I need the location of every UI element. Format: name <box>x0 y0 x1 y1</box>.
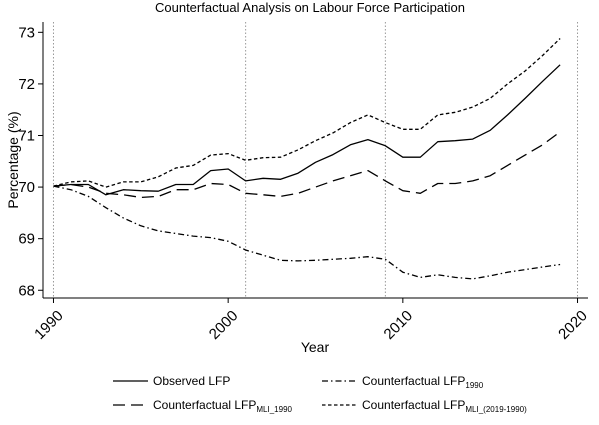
x-tick-label: 2000 <box>206 307 242 343</box>
legend-label-cf1990: Counterfactual LFP1990 <box>362 374 484 390</box>
y-tick-label: 69 <box>18 231 35 248</box>
y-tick-label: 73 <box>18 24 35 41</box>
axes <box>42 22 588 299</box>
legend: Observed LFP Counterfactual LFP1990 Counte… <box>113 374 527 414</box>
y-tick-label: 71 <box>18 127 35 144</box>
series-line-cf1990 <box>53 185 561 280</box>
reference-lines <box>52 22 579 298</box>
series-line-mli1990 <box>53 131 561 199</box>
y-tick-label: 72 <box>18 76 35 93</box>
tick-labels: 68 69 70 71 72 73 1990 2000 2010 2020 <box>18 24 591 343</box>
x-tick-label: 1990 <box>31 307 67 343</box>
legend-label-mli20191990: Counterfactual LFPMLI_(2019-1990) <box>362 398 527 414</box>
series-line-observed <box>53 64 561 196</box>
legend-label-mli1990: Counterfactual LFPMLI_1990 <box>153 398 293 414</box>
chart-title: Counterfactual Analysis on Labour Force … <box>155 0 465 15</box>
y-tick-label: 70 <box>18 179 35 196</box>
x-axis-label: Year <box>301 339 330 355</box>
series-lines <box>53 38 561 280</box>
x-tick-label: 2010 <box>381 307 417 343</box>
y-tick-label: 68 <box>18 282 35 299</box>
legend-label-observed: Observed LFP <box>153 374 230 388</box>
x-tick-label: 2020 <box>555 307 591 343</box>
y-axis-label: Percentage (%) <box>5 111 21 208</box>
series-line-mli20191990 <box>53 38 561 188</box>
